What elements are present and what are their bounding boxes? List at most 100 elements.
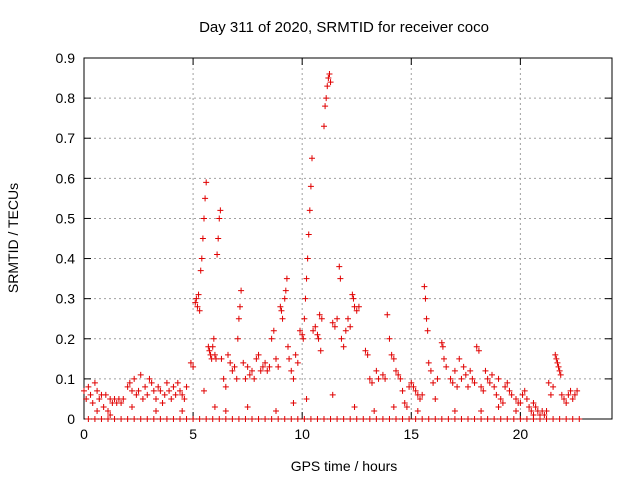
data-point	[347, 416, 354, 422]
data-point	[422, 295, 429, 302]
data-point	[222, 383, 229, 390]
data-point	[288, 416, 295, 422]
data-point	[242, 375, 249, 382]
data-point	[329, 391, 336, 398]
data-point	[307, 416, 314, 422]
data-point	[336, 263, 343, 270]
data-point	[425, 359, 432, 366]
data-point	[242, 416, 249, 422]
data-point	[334, 315, 341, 322]
y-tick-label: 0	[67, 411, 75, 427]
data-point	[519, 391, 526, 398]
data-point	[187, 359, 194, 366]
data-point	[201, 387, 207, 394]
data-point	[118, 399, 125, 406]
data-point	[321, 416, 327, 422]
data-point	[351, 403, 358, 410]
data-point	[137, 416, 144, 422]
data-point	[386, 335, 393, 342]
data-point	[153, 407, 159, 414]
data-point	[451, 407, 458, 414]
data-point	[528, 407, 535, 414]
data-point	[100, 403, 107, 410]
data-point	[211, 403, 218, 410]
data-point	[454, 383, 461, 390]
data-point	[197, 267, 204, 274]
data-point	[495, 403, 502, 410]
data-point	[373, 416, 380, 422]
data-point	[142, 383, 149, 390]
data-point	[410, 383, 417, 390]
data-point	[355, 303, 362, 310]
data-point	[255, 416, 262, 422]
data-point	[384, 311, 391, 318]
data-point	[275, 363, 282, 370]
data-point	[279, 315, 286, 322]
data-point	[569, 395, 576, 402]
data-point	[447, 375, 454, 382]
data-point	[443, 363, 450, 370]
data-point	[215, 235, 222, 242]
data-point	[196, 307, 203, 314]
data-point	[316, 311, 323, 318]
data-point	[179, 407, 186, 414]
data-point	[451, 367, 458, 374]
data-point	[557, 371, 564, 378]
data-point	[312, 323, 319, 330]
data-point	[478, 407, 485, 414]
data-point	[96, 395, 103, 402]
data-point	[331, 323, 338, 330]
data-point	[268, 416, 275, 422]
data-point	[124, 416, 131, 422]
data-point	[449, 379, 456, 386]
data-point	[281, 295, 288, 302]
data-point	[131, 416, 138, 422]
data-point	[576, 416, 583, 422]
data-point	[565, 391, 572, 398]
y-tick-labels: 0 0.1 0.2 0.3 0.4 0.5 0.6 0.7 0.8 0.9	[56, 50, 76, 427]
data-point	[366, 375, 373, 382]
data-point	[382, 375, 389, 382]
data-point	[172, 391, 179, 398]
data-point	[306, 207, 313, 214]
x-tick-label: 20	[513, 426, 529, 442]
data-point	[495, 375, 502, 382]
y-tick-label: 0.3	[56, 291, 76, 307]
data-point	[237, 303, 243, 310]
data-point	[314, 416, 321, 422]
data-point	[264, 367, 271, 374]
data-point	[510, 416, 517, 422]
data-point	[225, 351, 231, 358]
data-point	[556, 367, 563, 374]
y-tick-label: 0.5	[56, 210, 76, 226]
data-point	[273, 355, 279, 362]
x-tick-label: 10	[294, 426, 310, 442]
data-point	[202, 195, 209, 202]
chart-title: Day 311 of 2020, SRMTID for receiver coc…	[199, 19, 489, 36]
data-point	[465, 416, 471, 422]
data-point	[486, 379, 493, 386]
data-point	[203, 179, 210, 186]
data-point	[301, 416, 308, 422]
data-point	[438, 339, 445, 346]
data-point	[419, 391, 426, 398]
data-point	[327, 79, 334, 86]
data-point	[395, 371, 402, 378]
data-point	[499, 399, 506, 406]
data-point	[304, 255, 311, 262]
data-point	[338, 335, 345, 342]
data-point	[309, 155, 315, 162]
data-point	[421, 283, 428, 290]
data-point	[408, 379, 415, 386]
data-point	[234, 335, 241, 342]
data-point	[445, 416, 452, 422]
data-point	[190, 416, 197, 422]
data-point	[294, 359, 301, 366]
data-point	[192, 299, 199, 306]
data-point	[414, 407, 421, 414]
data-point	[349, 291, 356, 298]
data-point	[513, 407, 519, 414]
data-point	[91, 416, 98, 422]
data-point	[369, 379, 375, 386]
data-point	[233, 375, 240, 382]
